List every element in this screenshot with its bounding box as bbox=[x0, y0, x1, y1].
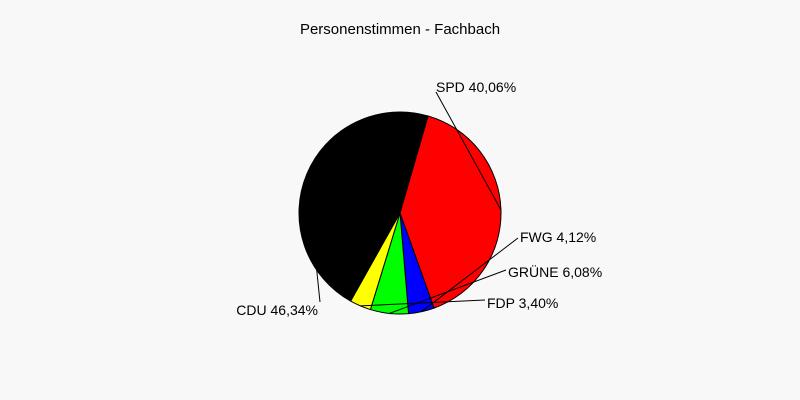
pie-slices bbox=[298, 111, 502, 315]
slice-label: SPD 40,06% bbox=[436, 79, 516, 95]
label-leaders bbox=[306, 91, 519, 314]
slice-label: FWG 4,12% bbox=[520, 229, 596, 245]
slice-labels: SPD 40,06% FWG 4,12% GRÜNE 6,08% FDP 3,40% C… bbox=[236, 79, 602, 318]
chart-title: Personenstimmen - Fachbach bbox=[300, 21, 500, 38]
slice-label: CDU 46,34% bbox=[236, 302, 318, 318]
leader-line bbox=[306, 173, 321, 303]
leader-line bbox=[389, 269, 507, 314]
leader-line bbox=[435, 91, 502, 211]
slice-label: GRÜNE 6,08% bbox=[508, 263, 602, 280]
leader-line bbox=[421, 237, 519, 313]
pie-slice-cdu bbox=[298, 111, 429, 302]
slice-label: FDP 3,40% bbox=[487, 295, 558, 311]
leader-line bbox=[360, 299, 486, 307]
